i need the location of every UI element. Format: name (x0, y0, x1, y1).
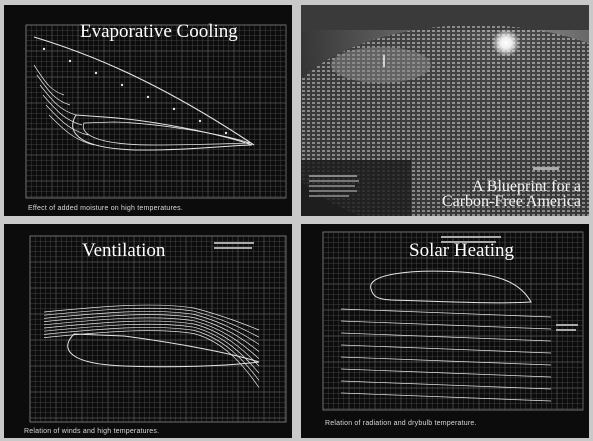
curve (340, 356, 552, 366)
curve (43, 314, 260, 352)
legend-text (441, 241, 496, 243)
curve (43, 304, 260, 331)
magazine-photo-panel: A Blueprint for a Carbon-Free America (301, 5, 589, 216)
curve (340, 368, 552, 378)
panel-caption: Relation of radiation and drybulb temper… (325, 420, 477, 427)
data-point (94, 71, 98, 75)
curve (45, 104, 89, 136)
panel-title: Solar Heating (409, 240, 515, 261)
legend-text (214, 247, 252, 249)
data-point (146, 95, 150, 99)
curve (340, 332, 552, 342)
headline-line-1: A Blueprint for a (472, 178, 581, 195)
curve (67, 333, 260, 368)
legend-text (556, 324, 578, 326)
data-point (68, 59, 72, 63)
evaporative-cooling-chart (25, 24, 287, 199)
curve (340, 392, 552, 402)
curve (340, 380, 552, 390)
solar-heating-panel: Solar Heating Relation of radiation and … (301, 224, 589, 438)
data-point (224, 131, 228, 135)
curve (72, 114, 253, 151)
ventilation-panel: Ventilation Relation of winds and high t… (4, 224, 292, 438)
curve (43, 311, 260, 345)
curve (33, 64, 65, 96)
headline-line-2: Carbon-Free America (441, 193, 581, 210)
curve (43, 327, 260, 381)
curve (43, 317, 260, 360)
curve (33, 36, 255, 146)
legend-text (214, 242, 254, 244)
curve (340, 320, 552, 330)
curve (43, 307, 260, 338)
legend-text (556, 329, 576, 331)
data-point (198, 119, 202, 123)
curve (42, 94, 83, 126)
panel-title: Ventilation (82, 240, 166, 261)
curve (340, 308, 552, 318)
evaporative-cooling-panel: Evaporative Cooling Effect of added mois… (4, 5, 292, 216)
data-point (120, 83, 124, 87)
panel-caption: Effect of added moisture on high tempera… (28, 205, 183, 212)
curve (43, 330, 260, 388)
solar-heating-chart (322, 231, 584, 411)
curve (43, 320, 260, 367)
curve (36, 74, 71, 106)
data-point (172, 107, 176, 111)
curve (340, 344, 552, 354)
plot-frame (29, 235, 287, 423)
legend-text (441, 236, 501, 238)
curve (39, 84, 77, 116)
magazine-headline: A Blueprint for a Carbon-Free America (441, 178, 581, 210)
curve (43, 323, 260, 374)
data-point (42, 47, 46, 51)
curve (48, 114, 95, 146)
curve (82, 121, 251, 146)
panel-title: Evaporative Cooling (80, 21, 238, 42)
curve (370, 270, 532, 304)
solar-field-photo (301, 5, 589, 216)
panel-caption: Relation of winds and high temperatures. (24, 428, 160, 435)
ventilation-chart (29, 235, 287, 423)
